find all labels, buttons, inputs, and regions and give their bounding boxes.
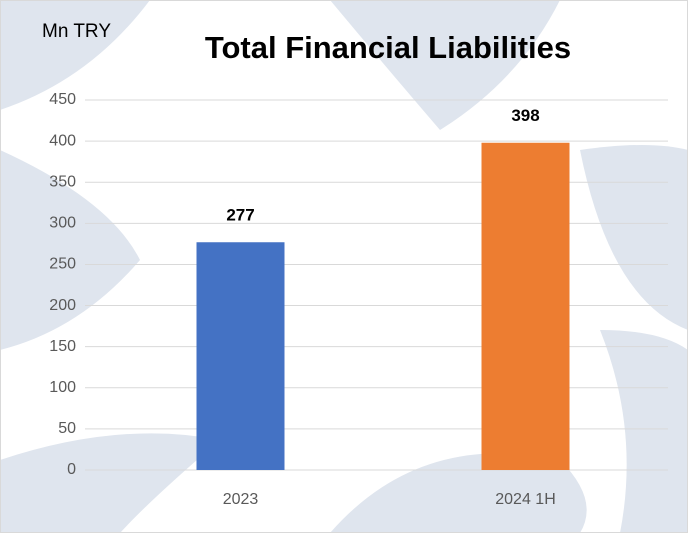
bar [481, 142, 570, 470]
y-tick-label: 50 [58, 420, 76, 437]
y-tick-label: 400 [49, 132, 76, 149]
y-tick-label: 100 [49, 379, 76, 396]
bg-shape [330, 453, 587, 533]
y-tick-label: 450 [49, 91, 76, 108]
data-label: 277 [226, 206, 254, 225]
unit-label: Mn TRY [42, 21, 111, 42]
bg-shape [0, 0, 150, 110]
y-tick-label: 0 [67, 461, 76, 478]
bg-shape [0, 150, 140, 350]
bg-shape [330, 0, 560, 130]
chart-title: Total Financial Liabilities [205, 30, 571, 65]
bar [196, 242, 285, 470]
data-label: 398 [511, 106, 539, 125]
y-tick-label: 150 [49, 338, 76, 355]
y-tick-label: 300 [49, 215, 76, 232]
x-tick-label: 2024 1H [495, 491, 556, 508]
y-tick-label: 250 [49, 256, 76, 273]
x-tick-label: 2023 [223, 491, 259, 508]
y-tick-label: 350 [49, 173, 76, 190]
bg-shape [600, 330, 688, 533]
bg-shape [580, 145, 688, 330]
bg-shape [0, 433, 220, 533]
y-tick-label: 200 [49, 297, 76, 314]
